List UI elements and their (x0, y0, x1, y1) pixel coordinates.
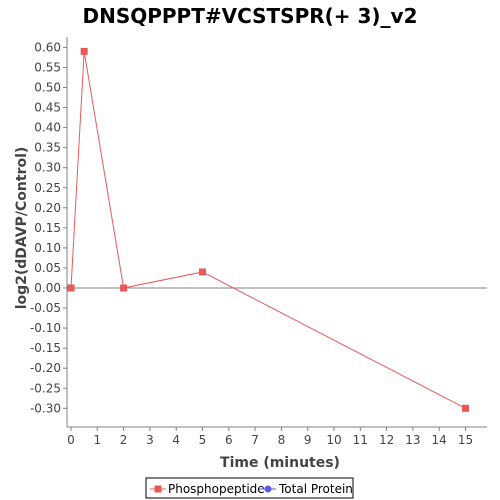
data-point (462, 404, 469, 412)
y-axis-label: log2(dDAVP/Control) (14, 147, 30, 310)
legend-item: Phosphopeptide (150, 482, 265, 496)
y-tick-label: -0.10 (30, 321, 61, 335)
x-tick-label: 13 (405, 433, 420, 447)
data-point (120, 284, 128, 292)
y-tick-label: -0.15 (30, 341, 61, 355)
y-tick-label: 0.10 (34, 241, 61, 255)
data-point (67, 284, 75, 292)
legend-label: Total Protein (278, 482, 353, 496)
y-tick-label: 0.05 (34, 261, 61, 275)
x-tick-label: 1 (93, 433, 101, 447)
plot-area: -0.30 -0.25 -0.20 -0.15 -0.10 -0.05 0.00 0.05 0.… (30, 37, 487, 447)
x-tick-label: 8 (278, 433, 286, 447)
y-tick-label: 0.20 (34, 201, 61, 215)
series-line (70, 51, 466, 409)
x-tick-label: 0 (67, 433, 75, 447)
x-tick-label: 14 (432, 433, 447, 447)
y-tick-label: -0.20 (30, 361, 61, 375)
x-tick-label: 15 (458, 433, 473, 447)
x-tick-label: 6 (225, 433, 233, 447)
y-tick-label: 0.30 (34, 161, 61, 175)
data-point (199, 268, 206, 276)
x-tick-label: 7 (251, 433, 259, 447)
chart-title: DNSQPPPT#VCSTSPR(+ 3)_v2 (82, 4, 417, 28)
legend-item: Total Protein (260, 482, 353, 496)
x-tick-label: 4 (172, 433, 180, 447)
legend-box (145, 477, 354, 499)
y-tick-label: 0.50 (34, 81, 61, 95)
legend: Phosphopeptide Total Protein (145, 477, 354, 499)
y-tick-label: -0.25 (30, 381, 61, 395)
y-tick-label: -0.30 (30, 401, 61, 415)
y-tick-label: 0.25 (34, 181, 61, 195)
x-axis-label: Time (minutes) (220, 455, 340, 471)
data-point (80, 47, 88, 55)
x-tick-label: 3 (146, 433, 154, 447)
y-tick-label: 0.00 (34, 281, 61, 295)
y-tick-label: -0.05 (30, 301, 61, 315)
y-tick-label: 0.35 (34, 141, 61, 155)
x-tick-label: 5 (199, 433, 207, 447)
y-tick-label: 0.60 (34, 40, 61, 54)
legend-label: Phosphopeptide (168, 482, 265, 496)
legend-marker-square (154, 485, 162, 493)
y-tick-label: 0.55 (34, 60, 61, 74)
x-tick-label: 9 (304, 433, 312, 447)
x-tick-label: 12 (379, 433, 394, 447)
x-tick-label: 10 (326, 433, 341, 447)
legend-marker-circle (264, 485, 272, 493)
x-tick-label: 2 (120, 433, 128, 447)
y-tick-label: 0.15 (34, 221, 61, 235)
x-tick-label: 11 (353, 433, 368, 447)
y-tick-label: 0.40 (34, 121, 61, 135)
y-tick-label: 0.45 (34, 101, 61, 115)
